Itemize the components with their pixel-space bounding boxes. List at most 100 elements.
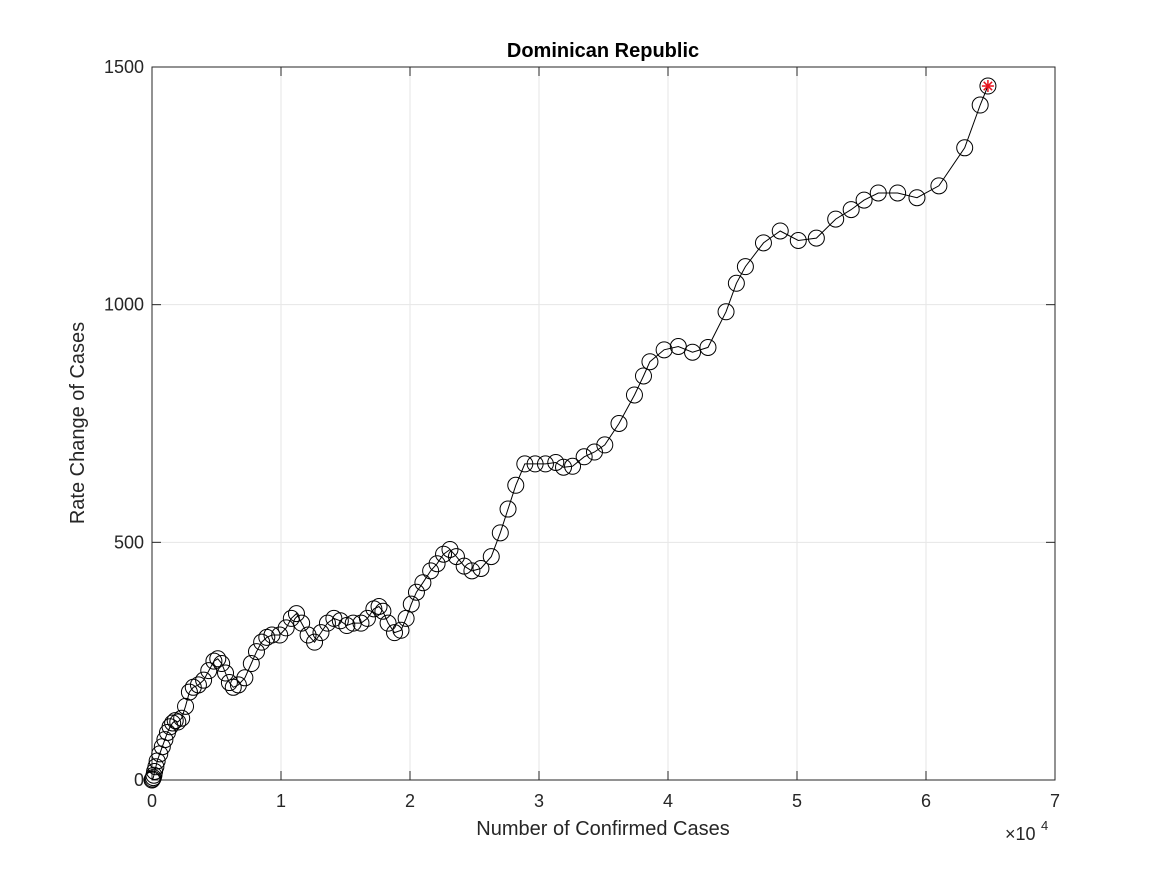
- data-point: [392, 621, 410, 639]
- data-point: [428, 555, 446, 573]
- x-tick-label: 6: [921, 791, 931, 811]
- data-point: [536, 455, 554, 473]
- data-point: [164, 714, 182, 732]
- y-tick-label: 0: [134, 770, 144, 790]
- data-point: [585, 443, 603, 461]
- data-point: [596, 436, 614, 454]
- data-point: [684, 343, 702, 361]
- data-point: [807, 229, 825, 247]
- data-point: [195, 671, 213, 689]
- data-point: [338, 617, 356, 635]
- x-tick-label: 2: [405, 791, 415, 811]
- data-point: [242, 655, 260, 673]
- last-point-star-stroke: [983, 81, 993, 91]
- data-point: [180, 683, 198, 701]
- data-point: [889, 184, 907, 202]
- data-point: [422, 562, 440, 580]
- data-point: [564, 457, 582, 475]
- data-point: [312, 624, 330, 642]
- data-point: [306, 633, 324, 651]
- x-tick-label: 1: [276, 791, 286, 811]
- data-point: [282, 609, 300, 627]
- data-point: [789, 231, 807, 249]
- grid-lines: [152, 67, 1055, 780]
- data-point: [220, 674, 238, 692]
- data-point: [352, 614, 370, 632]
- data-point: [971, 96, 989, 114]
- x-tick-label: 5: [792, 791, 802, 811]
- data-point: [472, 559, 490, 577]
- data-point: [827, 210, 845, 228]
- data-point: [956, 139, 974, 157]
- data-point: [277, 619, 295, 637]
- data-point: [209, 650, 227, 668]
- data-series: [143, 77, 997, 789]
- data-point: [930, 177, 948, 195]
- data-point: [575, 448, 593, 466]
- data-point: [435, 545, 453, 563]
- data-point: [482, 548, 500, 566]
- data-point: [641, 353, 659, 371]
- data-point: [247, 643, 265, 661]
- data-point: [173, 709, 191, 727]
- data-point: [869, 184, 887, 202]
- data-point: [754, 234, 772, 252]
- y-tick-label: 1500: [104, 57, 144, 77]
- data-point: [855, 191, 873, 209]
- data-point: [236, 669, 254, 687]
- data-point: [169, 713, 187, 731]
- data-point: [217, 664, 235, 682]
- y-axis-label: Rate Change of Cases: [67, 322, 89, 524]
- data-point: [200, 662, 218, 680]
- data-point: [263, 626, 281, 644]
- data-point: [374, 602, 392, 620]
- data-point: [370, 598, 388, 616]
- data-point: [717, 303, 735, 321]
- data-point: [379, 614, 397, 632]
- data-point: [610, 415, 628, 432]
- x-axis-multiplier-exponent: 4: [1041, 818, 1048, 833]
- data-point: [287, 605, 305, 623]
- data-point: [407, 583, 425, 601]
- x-axis-label: Number of Confirmed Cases: [476, 818, 729, 840]
- data-point: [516, 455, 534, 473]
- x-tick-label: 3: [534, 791, 544, 811]
- data-point: [229, 676, 247, 694]
- data-point: [414, 574, 432, 592]
- data-point: [979, 77, 997, 95]
- data-point: [331, 612, 349, 630]
- data-point: [325, 609, 343, 627]
- data-point: [655, 341, 673, 359]
- data-point: [526, 455, 544, 473]
- data-point: [253, 633, 271, 651]
- data-point: [499, 500, 517, 518]
- data-point: [842, 201, 860, 219]
- data-point: [166, 712, 184, 730]
- data-point: [625, 386, 643, 404]
- data-point: [299, 626, 317, 644]
- plot-frame: [151, 66, 1056, 781]
- data-point: [147, 758, 165, 776]
- chart-title: Dominican Republic: [507, 40, 699, 62]
- data-point: [634, 367, 652, 385]
- data-point: [441, 540, 459, 558]
- x-tick-label: 4: [663, 791, 673, 811]
- data-point: [555, 458, 573, 476]
- y-tick-label: 1000: [104, 295, 144, 315]
- data-point: [271, 626, 289, 644]
- plot-area: [152, 67, 1055, 780]
- x-axis-multiplier: ×10: [1005, 824, 1036, 844]
- data-point: [156, 731, 174, 749]
- data-point: [908, 189, 926, 207]
- axis-ticks: 0 1 2 3 4 5 6 7 0 500 1000 1500: [104, 57, 1060, 811]
- data-point: [463, 562, 481, 580]
- x-tick-label: 0: [147, 791, 157, 811]
- data-point: [177, 697, 195, 715]
- data-point: [507, 476, 525, 494]
- y-tick-label: 500: [114, 532, 144, 552]
- x-tick-label: 7: [1050, 791, 1060, 811]
- data-point: [358, 609, 376, 627]
- data-point: [213, 655, 231, 673]
- data-point: [491, 524, 509, 542]
